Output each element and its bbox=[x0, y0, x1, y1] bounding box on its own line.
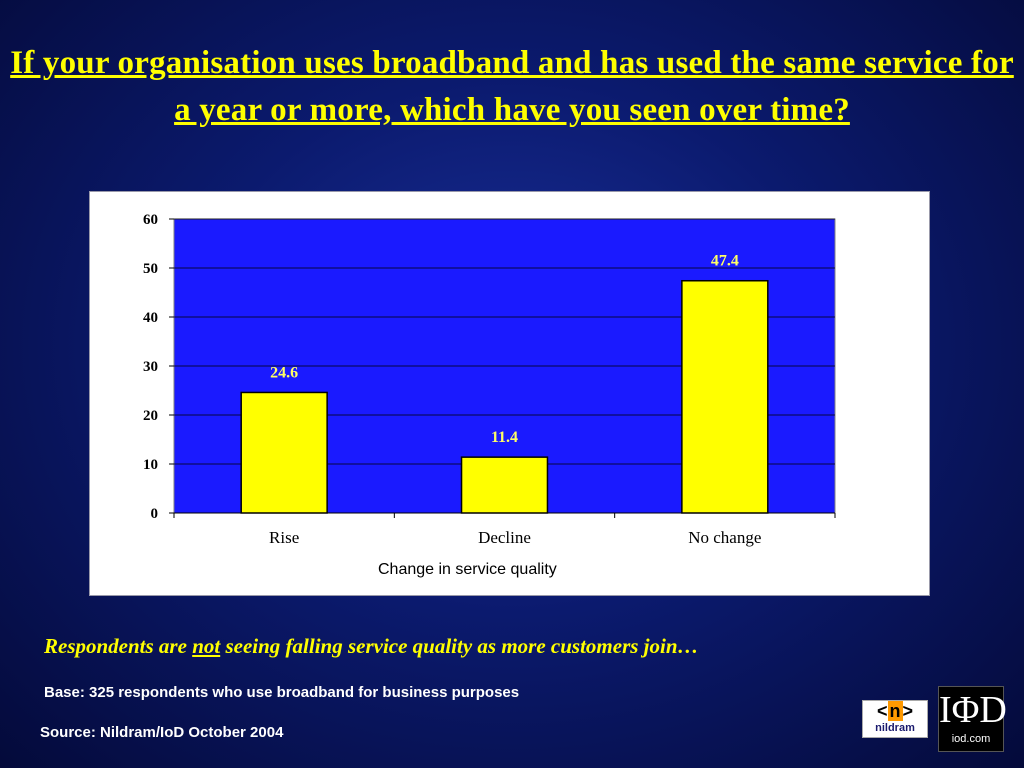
y-tick-label: 40 bbox=[143, 310, 158, 326]
data-label: 24.6 bbox=[270, 364, 298, 381]
nildram-logo-word: nildram bbox=[875, 722, 915, 734]
nildram-logo: < n > nildram bbox=[862, 700, 928, 738]
base-note: Base: 325 respondents who use broadband … bbox=[44, 684, 520, 701]
data-label: 11.4 bbox=[491, 429, 518, 446]
chart-container: 0 10 20 30 40 50 60 24.6 Rise 11.4 Decline 47.4 No c… bbox=[89, 191, 930, 596]
iod-logo-word: iod.com bbox=[951, 733, 991, 745]
y-tick-label: 20 bbox=[143, 408, 158, 424]
slide-title: If your organisation uses broadband and … bbox=[10, 45, 1014, 128]
x-tick-label: Rise bbox=[269, 528, 299, 547]
x-tick-label: Decline bbox=[478, 528, 531, 547]
conclusion-suffix: seeing falling service quality as more c… bbox=[220, 634, 699, 658]
y-tick-label: 50 bbox=[143, 261, 158, 277]
conclusion-text: Respondents are not seeing falling servi… bbox=[44, 634, 699, 659]
x-axis-title: Change in service quality bbox=[378, 561, 557, 578]
y-tick-label: 10 bbox=[143, 457, 158, 473]
bar-decline bbox=[460, 456, 549, 514]
bar-no-change bbox=[681, 279, 769, 514]
data-label: 47.4 bbox=[711, 253, 739, 270]
conclusion-emphasis: not bbox=[192, 634, 221, 658]
iod-logo: IΦD iod.com bbox=[938, 686, 1007, 752]
y-tick-label: 30 bbox=[143, 359, 158, 375]
y-tick-label: 0 bbox=[151, 506, 159, 522]
conclusion-prefix: Respondents are bbox=[44, 634, 193, 658]
x-tick-label: No change bbox=[688, 528, 761, 547]
bar-rise bbox=[240, 391, 328, 514]
source-note: Source: Nildram/IoD October 2004 bbox=[40, 724, 284, 741]
iod-logo-mark: IΦD bbox=[939, 689, 1007, 731]
nildram-logo-mark: < n > bbox=[876, 701, 914, 721]
bar-chart: 0 10 20 30 40 50 60 24.6 Rise 11.4 Decline 47.4 No c… bbox=[143, 212, 836, 578]
y-tick-label: 60 bbox=[143, 212, 158, 228]
